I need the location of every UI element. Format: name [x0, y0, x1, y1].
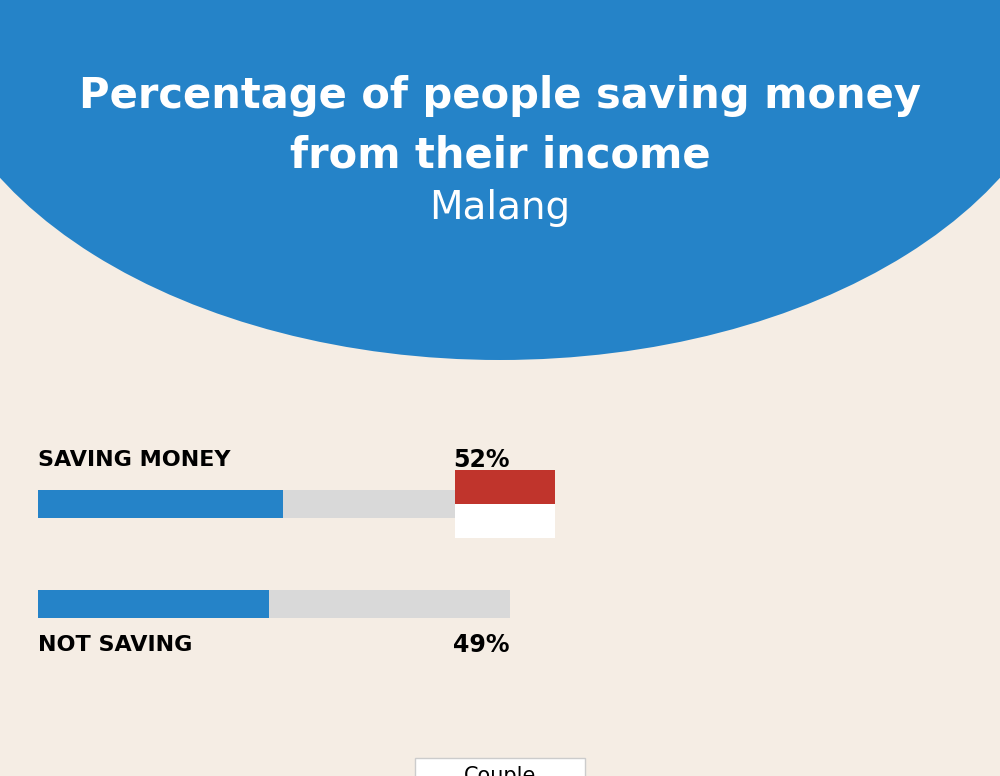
- Bar: [38, 490, 510, 518]
- FancyBboxPatch shape: [415, 758, 585, 776]
- Bar: [38, 590, 269, 618]
- Bar: [38, 490, 283, 518]
- Text: Malang: Malang: [429, 189, 571, 227]
- Text: 49%: 49%: [454, 633, 510, 657]
- Text: SAVING MONEY: SAVING MONEY: [38, 450, 230, 470]
- Text: from their income: from their income: [290, 135, 710, 177]
- Ellipse shape: [0, 0, 1000, 360]
- Bar: [38, 590, 510, 618]
- Bar: [455, 470, 555, 504]
- Text: NOT SAVING: NOT SAVING: [38, 635, 192, 655]
- Text: Couple: Couple: [464, 766, 536, 776]
- Text: Percentage of people saving money: Percentage of people saving money: [79, 75, 921, 117]
- Bar: [455, 504, 555, 538]
- Text: 52%: 52%: [454, 448, 510, 472]
